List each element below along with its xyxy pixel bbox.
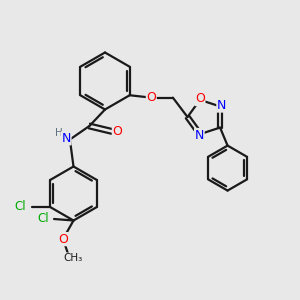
Text: O: O xyxy=(58,232,68,246)
Text: Cl: Cl xyxy=(14,200,26,214)
Text: O: O xyxy=(112,125,122,138)
Text: O: O xyxy=(195,92,205,106)
Text: O: O xyxy=(146,91,156,104)
Text: N: N xyxy=(195,128,204,142)
Text: Cl: Cl xyxy=(37,212,49,226)
Text: N: N xyxy=(217,99,226,112)
Text: CH₃: CH₃ xyxy=(64,253,83,263)
Text: H: H xyxy=(55,128,62,138)
Text: N: N xyxy=(61,132,71,145)
